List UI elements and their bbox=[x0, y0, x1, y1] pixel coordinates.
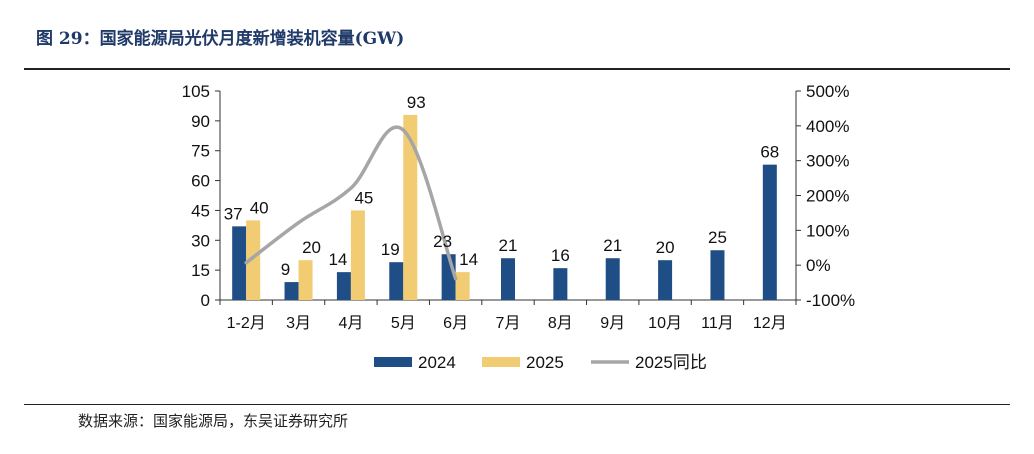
data-label-2024: 20 bbox=[656, 238, 675, 257]
legend-swatch-2025 bbox=[482, 357, 520, 367]
data-label-2024: 9 bbox=[281, 260, 290, 279]
y-left-tick-label: 45 bbox=[191, 201, 210, 220]
top-divider bbox=[24, 68, 1010, 70]
x-tick-label: 6月 bbox=[443, 315, 468, 332]
data-label-2025: 14 bbox=[459, 250, 478, 269]
legend-label-yoy: 2025同比 bbox=[635, 353, 707, 372]
x-tick-label: 9月 bbox=[600, 315, 625, 332]
legend-swatch-2024 bbox=[374, 357, 412, 367]
y-left-tick-label: 30 bbox=[191, 231, 210, 250]
y-left-tick-label: 15 bbox=[191, 261, 210, 280]
y-left-tick-label: 105 bbox=[182, 82, 210, 101]
bar-2024 bbox=[389, 262, 404, 300]
data-label-2024: 16 bbox=[551, 246, 570, 265]
x-tick-label: 8月 bbox=[548, 315, 573, 332]
y-right-tick-label: 300% bbox=[806, 152, 849, 171]
data-label-2024: 19 bbox=[381, 240, 400, 259]
bar-2025 bbox=[350, 210, 365, 300]
data-label-2024: 37 bbox=[224, 204, 243, 223]
x-tick-label: 10月 bbox=[648, 315, 682, 332]
data-labels: 37 40 9 20 14 45 19 93 23 14 21 16 21 20 25 68 bbox=[224, 93, 780, 279]
legend: 2024 2025 2025同比 bbox=[374, 353, 707, 372]
bottom-divider bbox=[24, 404, 1010, 405]
y-right-tick-label: 400% bbox=[806, 117, 849, 136]
x-tick-label: 12月 bbox=[753, 315, 787, 332]
axes: 0 15 30 45 60 75 90 105 -100% 0% 100% 200% 300% 400% 5… bbox=[182, 82, 856, 332]
y-right-tick-label: 200% bbox=[806, 187, 849, 206]
x-tick-label: 11月 bbox=[701, 315, 734, 332]
bar-2024 bbox=[232, 226, 247, 300]
x-tick-label: 7月 bbox=[496, 315, 521, 332]
y-left-tick-label: 60 bbox=[191, 172, 210, 191]
bar-2025 bbox=[298, 260, 313, 300]
source-note: 数据来源：国家能源局，东吴证券研究所 bbox=[78, 412, 349, 430]
bar-2024 bbox=[553, 268, 568, 300]
bars bbox=[232, 114, 777, 300]
x-tick-label: 4月 bbox=[338, 315, 363, 332]
y-right-tick-label: 100% bbox=[806, 221, 849, 240]
bar-2024 bbox=[710, 250, 725, 300]
data-label-2025: 40 bbox=[250, 198, 269, 217]
y-left-tick-label: 0 bbox=[201, 291, 210, 310]
data-label-2025: 45 bbox=[354, 188, 373, 207]
y-right-tick-label: 500% bbox=[806, 82, 849, 101]
bar-2025 bbox=[455, 272, 470, 300]
bar-2024 bbox=[658, 260, 673, 300]
data-label-2025: 93 bbox=[407, 93, 426, 112]
x-tick-label: 1-2月 bbox=[227, 315, 266, 332]
data-label-2024: 23 bbox=[433, 232, 452, 251]
legend-label-2025: 2025 bbox=[526, 353, 564, 372]
y-left-tick-label: 90 bbox=[191, 112, 210, 131]
y-right-tick-label: -100% bbox=[806, 291, 855, 310]
bar-2024 bbox=[336, 272, 351, 300]
x-tick-label: 3月 bbox=[286, 315, 311, 332]
chart-title: 图 29：国家能源局光伏月度新增装机容量(GW) bbox=[36, 29, 405, 49]
bar-2024 bbox=[762, 164, 777, 300]
bar-2024 bbox=[284, 282, 299, 300]
data-label-2024: 21 bbox=[499, 236, 518, 255]
y-left-tick-label: 75 bbox=[191, 142, 210, 161]
y-right-tick-label: 0% bbox=[806, 256, 831, 275]
bar-2024 bbox=[501, 258, 515, 300]
bar-2025 bbox=[246, 220, 261, 300]
bar-2025 bbox=[403, 114, 418, 300]
data-label-2024: 14 bbox=[328, 250, 347, 269]
x-tick-label: 5月 bbox=[391, 315, 416, 332]
data-label-2025: 20 bbox=[302, 238, 321, 257]
legend-label-2024: 2024 bbox=[418, 353, 456, 372]
bar-2024 bbox=[605, 258, 620, 300]
data-label-2024: 25 bbox=[708, 228, 727, 247]
yoy-line bbox=[244, 125, 458, 281]
yoy-line-path bbox=[244, 125, 458, 281]
data-label-2024: 68 bbox=[760, 143, 779, 162]
data-label-2024: 21 bbox=[603, 236, 622, 255]
